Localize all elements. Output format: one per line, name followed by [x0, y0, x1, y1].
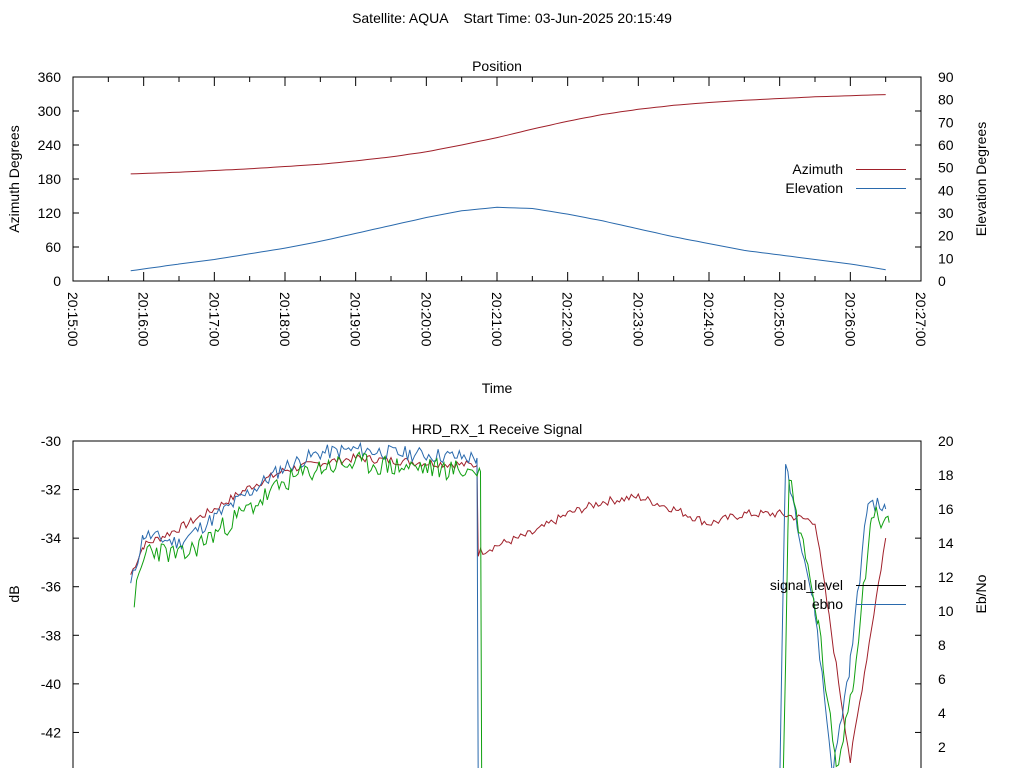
- position-ytick-label: 0: [53, 273, 61, 289]
- position-y2tick-label: 90: [938, 69, 954, 85]
- chart-header: Satellite: AQUA Start Time: 03-Jun-2025 …: [352, 10, 672, 26]
- signal-y2tick-label: 10: [938, 603, 954, 619]
- position-xtick-label: 20:22:00: [560, 292, 576, 347]
- position-right-axis: 0 10 20 30 40 50 60 70 80 90: [938, 69, 954, 289]
- position-x-axis: 20:15:00 20:16:00 20:17:00 20:18:00 20:19:00…: [65, 77, 929, 347]
- series-line-ebno: [130, 441, 887, 768]
- position-ytick-label: 300: [38, 103, 62, 119]
- signal-ytick-label: -38: [41, 627, 61, 643]
- signal-y2tick-label: 16: [938, 501, 954, 517]
- position-xtick-label: 20:25:00: [772, 292, 788, 347]
- series-line-azimuth: [130, 94, 886, 175]
- position-xtick-label: 20:21:00: [489, 292, 505, 347]
- position-y2tick-label: 30: [938, 205, 954, 221]
- position-xtick-label: 20:27:00: [913, 292, 929, 347]
- position-xtick-label: 20:16:00: [136, 292, 152, 347]
- series-line-signal-level: [130, 452, 887, 763]
- series-line-ebno-secondary: [133, 451, 890, 768]
- position-y2tick-label: 50: [938, 160, 954, 176]
- position-xlabel: Time: [482, 380, 513, 396]
- signal-ytick-label: -36: [41, 579, 61, 595]
- position-y2label: Elevation Degrees: [973, 122, 989, 236]
- signal-y2tick-label: 2: [938, 739, 946, 755]
- position-chart: Position 0 60 120 180 240 300 360 0 10 20 30 40 50 6…: [6, 58, 989, 396]
- signal-plot-frame: [72, 440, 922, 768]
- legend-elevation-label: Elevation: [785, 180, 843, 196]
- position-y2tick-label: 80: [938, 92, 954, 108]
- signal-y2tick-label: 6: [938, 671, 946, 687]
- position-ytick-label: 120: [38, 205, 62, 221]
- position-y2tick-label: 70: [938, 114, 954, 130]
- signal-ytick-label: -34: [41, 530, 61, 546]
- position-xtick-label: 20:18:00: [277, 292, 293, 347]
- signal-ylabel: dB: [6, 585, 22, 602]
- signal-title: HRD_RX_1 Receive Signal: [412, 421, 582, 437]
- signal-y2tick-label: 18: [938, 467, 954, 483]
- position-y2tick-label: 40: [938, 182, 954, 198]
- signal-y2tick-label: 4: [938, 705, 946, 721]
- position-left-axis: 0 60 120 180 240 300 360: [38, 69, 921, 289]
- position-xtick-label: 20:23:00: [630, 292, 646, 347]
- signal-series: [130, 441, 890, 768]
- legend-signal-level-label: signal_level: [770, 577, 843, 593]
- signal-chart: HRD_RX_1 Receive Signal -44-42-40-38-36-…: [6, 421, 989, 768]
- series-line-elevation: [130, 206, 886, 272]
- signal-ytick-label: -32: [41, 482, 61, 498]
- position-y2tick-label: 0: [938, 273, 946, 289]
- position-series: [130, 94, 886, 272]
- position-ytick-label: 60: [45, 239, 61, 255]
- position-xtick-label: 20:19:00: [348, 292, 364, 347]
- position-plot-frame: [72, 76, 922, 282]
- signal-ytick-label: -30: [41, 433, 61, 449]
- signal-y2tick-label: 14: [938, 535, 954, 551]
- position-y2tick-label: 20: [938, 228, 954, 244]
- position-ytick-label: 360: [38, 69, 62, 85]
- position-title: Position: [472, 58, 522, 74]
- signal-y2tick-label: 8: [938, 637, 946, 653]
- legend-azimuth-label: Azimuth: [792, 161, 843, 177]
- position-xtick-label: 20:20:00: [418, 292, 434, 347]
- signal-y2label: Eb/No: [973, 574, 989, 613]
- signal-legend: signal_level ebno: [770, 577, 906, 612]
- signal-left-axis: -44-42-40-38-36-34-32-30: [41, 433, 921, 740]
- position-y2tick-label: 10: [938, 250, 954, 266]
- position-xtick-label: 20:15:00: [65, 292, 81, 347]
- position-y2tick-label: 60: [938, 137, 954, 153]
- signal-y2tick-label: 12: [938, 569, 954, 585]
- position-ytick-label: 180: [38, 171, 62, 187]
- legend-ebno-label: ebno: [812, 596, 843, 612]
- position-ylabel: Azimuth Degrees: [6, 125, 22, 232]
- position-legend: Azimuth Elevation: [785, 161, 906, 196]
- signal-ytick-label: -40: [41, 676, 61, 692]
- signal-ytick-label: -42: [41, 724, 61, 740]
- position-xtick-label: 20:24:00: [701, 292, 717, 347]
- position-xtick-label: 20:17:00: [206, 292, 222, 347]
- position-xtick-label: 20:26:00: [842, 292, 858, 347]
- position-ytick-label: 240: [38, 137, 62, 153]
- signal-y2tick-label: 20: [938, 433, 954, 449]
